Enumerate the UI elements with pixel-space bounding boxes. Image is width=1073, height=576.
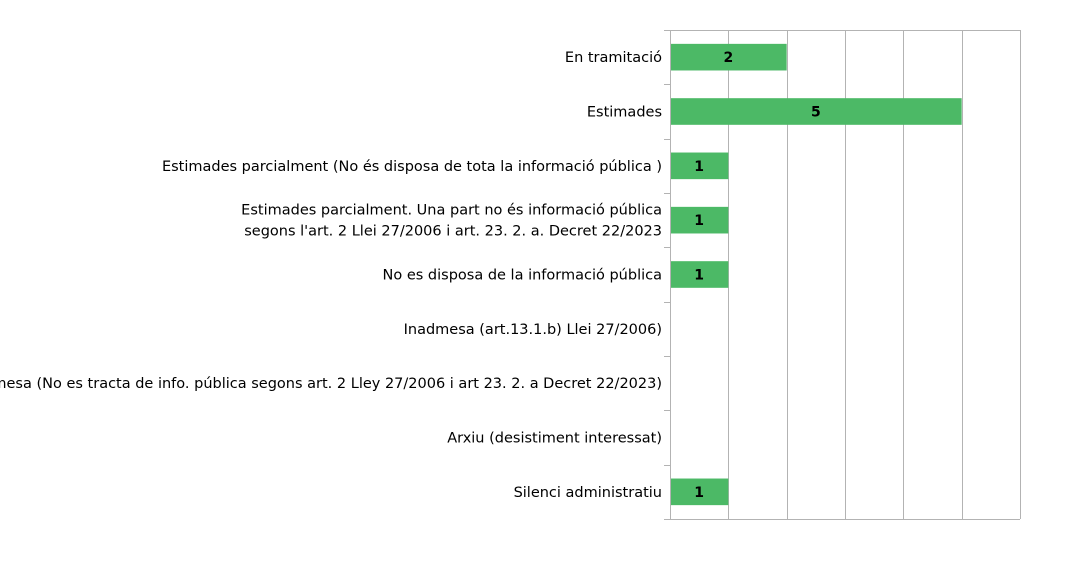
category-label-3: Estimades parcialment. Una part no és in… [241, 203, 662, 240]
bar-2 [670, 152, 729, 180]
data-label-4: 1 [694, 268, 704, 284]
data-label-1: 5 [811, 105, 821, 121]
category-label-0: En tramitació [565, 50, 662, 66]
category-label-6: Inadmesa (No es tracta de info. pública … [0, 376, 662, 392]
category-label-7: Arxiu (desistiment interessat) [447, 431, 662, 447]
category-label-1: Estimades [587, 105, 662, 121]
data-label-2: 1 [694, 159, 704, 175]
category-label-2: Estimades parcialment (No és disposa de … [162, 159, 662, 175]
category-label-8: Silenci administratiu [514, 485, 662, 501]
category-label-4: No es disposa de la informació pública [383, 268, 663, 284]
bar-0 [670, 43, 787, 71]
data-label-3: 1 [694, 213, 704, 229]
bar-4 [670, 261, 729, 288]
category-labels: En tramitació Estimades Estimades parcialm… [0, 50, 662, 501]
category-label-5: Inadmesa (art.13.1.b) Llei 27/2006) [404, 322, 662, 338]
bar-8 [670, 478, 729, 506]
bars: 2 5 1 1 1 1 [670, 43, 962, 506]
data-label-8: 1 [694, 485, 704, 501]
bar-1 [670, 98, 962, 125]
bar-3 [670, 206, 729, 234]
axes [664, 30, 1020, 520]
data-label-0: 2 [723, 50, 733, 66]
